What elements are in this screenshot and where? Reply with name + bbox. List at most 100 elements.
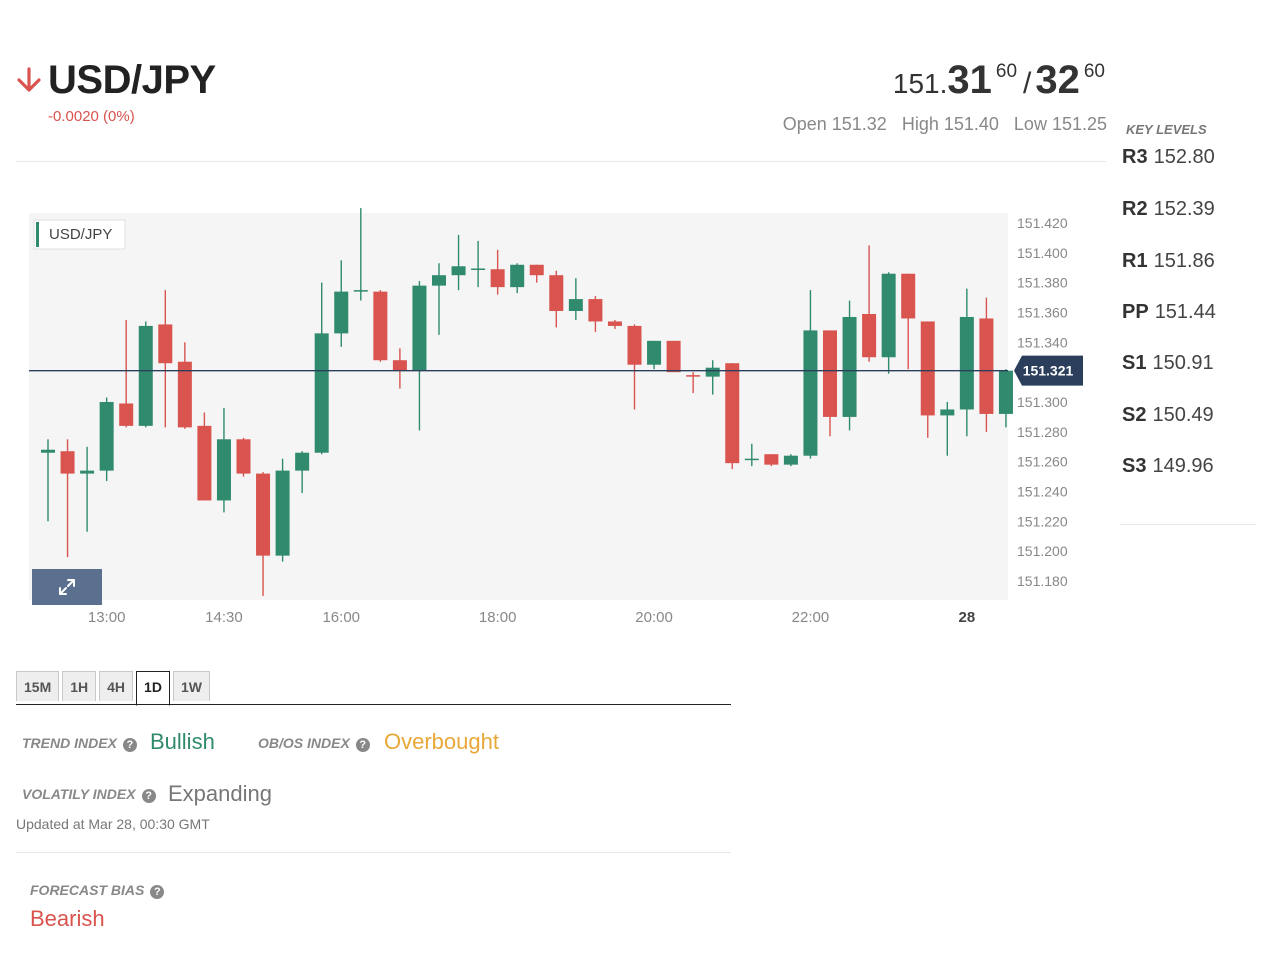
candle-body bbox=[783, 455, 798, 465]
candle bbox=[138, 321, 153, 428]
candle-body bbox=[275, 470, 290, 556]
candle bbox=[334, 260, 349, 347]
candle-body bbox=[959, 316, 974, 410]
candle bbox=[568, 278, 583, 320]
candle bbox=[725, 363, 740, 470]
candle-body bbox=[119, 403, 134, 426]
ask-price-big: 32 bbox=[1035, 58, 1080, 102]
candle bbox=[392, 348, 407, 389]
candle bbox=[373, 290, 388, 362]
candle-body bbox=[881, 273, 896, 358]
candle-body bbox=[568, 299, 583, 312]
y-tick-label: 151.220 bbox=[1017, 513, 1068, 529]
x-tick-label: 22:00 bbox=[792, 609, 830, 626]
candle-body bbox=[451, 266, 466, 276]
candle-body bbox=[353, 290, 368, 292]
candle bbox=[412, 281, 427, 431]
candle bbox=[783, 454, 798, 467]
tab-1w[interactable]: 1W bbox=[172, 671, 210, 701]
level-s1: S1 150.91 bbox=[1122, 352, 1214, 374]
candle bbox=[314, 282, 329, 455]
candle bbox=[99, 397, 114, 482]
bid-price-big: 31 bbox=[947, 58, 992, 102]
candle bbox=[666, 340, 681, 373]
y-tick-label: 151.280 bbox=[1017, 424, 1068, 440]
candle bbox=[862, 245, 877, 362]
candle-body bbox=[138, 325, 153, 426]
y-tick-label: 151.200 bbox=[1017, 543, 1068, 559]
key-levels-title: KEY LEVELS bbox=[1126, 122, 1207, 137]
level-r3: R3 152.80 bbox=[1122, 146, 1215, 168]
candle-body bbox=[901, 273, 916, 319]
candle bbox=[471, 240, 486, 288]
candle-body bbox=[549, 275, 564, 312]
candle bbox=[177, 342, 192, 429]
candle-body bbox=[998, 370, 1013, 414]
chart-expand-button[interactable] bbox=[32, 569, 102, 605]
candle bbox=[295, 451, 310, 493]
help-icon[interactable]: ? bbox=[150, 885, 165, 899]
candle-body bbox=[979, 318, 994, 414]
candle bbox=[842, 300, 857, 431]
candle bbox=[803, 290, 818, 459]
forecast-bias-label: FORECAST BIAS? bbox=[30, 882, 165, 899]
x-tick-label: 16:00 bbox=[322, 609, 360, 626]
candle-body bbox=[197, 425, 212, 501]
bid-price-main: 151. bbox=[892, 68, 948, 99]
candle-body bbox=[334, 291, 349, 334]
open-value: Open 151.32 bbox=[782, 114, 887, 134]
candle bbox=[80, 446, 95, 532]
y-tick-label: 151.380 bbox=[1017, 275, 1068, 291]
candle-body bbox=[744, 458, 759, 461]
x-tick-label: 20:00 bbox=[635, 609, 673, 626]
candle-body bbox=[725, 363, 740, 464]
candle bbox=[549, 270, 564, 328]
candlestick-chart[interactable]: 151.420 151.400 151.380 151.360 151.340 151.3… bbox=[0, 200, 1110, 640]
candle-body bbox=[686, 375, 701, 377]
level-s2: S2 150.49 bbox=[1122, 404, 1214, 426]
candle-body bbox=[647, 340, 662, 365]
x-tick-label: 28 bbox=[959, 609, 976, 626]
tab-4h[interactable]: 4H bbox=[99, 671, 134, 701]
help-icon[interactable]: ? bbox=[355, 738, 370, 752]
price-slash: / bbox=[1023, 67, 1032, 100]
help-icon[interactable]: ? bbox=[141, 789, 156, 803]
volatility-index-label: VOLATILY INDEX? bbox=[22, 786, 156, 803]
candle bbox=[510, 263, 525, 294]
ohl-summary: Open 151.32 High 151.40 Low 151.25 bbox=[773, 114, 1107, 135]
legend-box bbox=[33, 219, 126, 250]
x-axis-ticks: 13:00 14:30 16:00 18:00 20:00 22:00 28 bbox=[88, 609, 975, 626]
current-price-label: 151.321 bbox=[1023, 363, 1074, 379]
down-arrow-icon bbox=[17, 67, 41, 92]
candle bbox=[959, 288, 974, 437]
candle-body bbox=[236, 439, 251, 474]
candle-body bbox=[256, 473, 271, 556]
timeframe-tabs-underline bbox=[16, 704, 731, 705]
expand-icon bbox=[59, 579, 75, 595]
x-tick-label: 14:30 bbox=[205, 609, 243, 626]
help-icon[interactable]: ? bbox=[122, 738, 137, 752]
candle bbox=[881, 272, 896, 374]
y-tick-label: 151.300 bbox=[1017, 394, 1068, 410]
tab-1h[interactable]: 1H bbox=[62, 671, 97, 701]
updated-timestamp: Updated at Mar 28, 00:30 GMT bbox=[16, 816, 210, 832]
candle-body bbox=[295, 452, 310, 471]
tab-15m[interactable]: 15M bbox=[16, 671, 60, 701]
candle-body bbox=[471, 268, 486, 270]
volatility-index-value: Expanding bbox=[168, 781, 272, 806]
candle bbox=[705, 360, 720, 395]
candle bbox=[979, 297, 994, 432]
candle-body bbox=[764, 454, 779, 465]
candle bbox=[764, 454, 779, 467]
candle-body bbox=[314, 333, 329, 453]
candle bbox=[41, 439, 55, 522]
candles bbox=[41, 208, 1013, 596]
tab-1d[interactable]: 1D bbox=[136, 671, 170, 706]
y-tick-label: 151.240 bbox=[1017, 484, 1068, 500]
candle-body bbox=[177, 361, 192, 428]
obos-index-value: Overbought bbox=[384, 729, 499, 754]
y-tick-label: 151.180 bbox=[1017, 573, 1068, 589]
candle bbox=[647, 340, 662, 370]
candle bbox=[529, 264, 544, 283]
candle bbox=[940, 402, 955, 456]
